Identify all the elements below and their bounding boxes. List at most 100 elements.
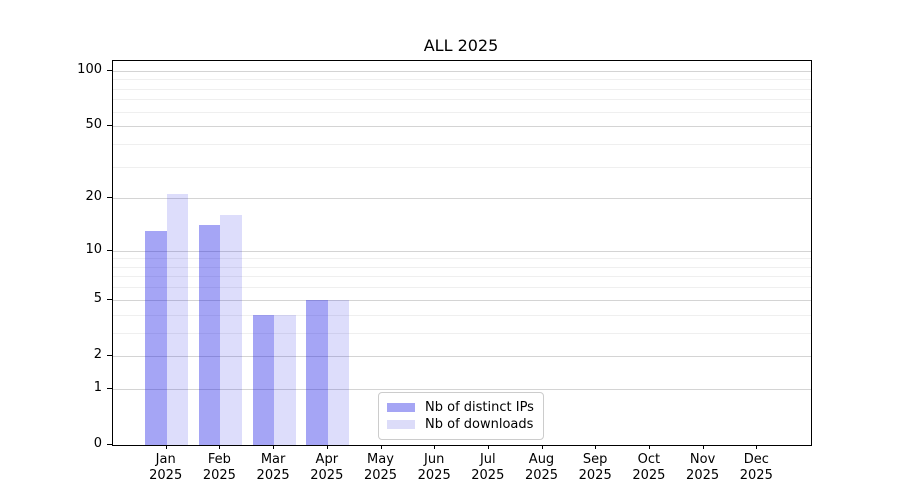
plot-area (112, 60, 812, 446)
x-tick-label-month: Feb (207, 452, 231, 467)
y-tick-label: 100 (77, 61, 102, 77)
x-tick-mark (487, 445, 489, 449)
x-tick-label-year: 2025 (524, 468, 559, 483)
y-tick-label: 10 (85, 241, 102, 257)
bar-nb-of-downloads (327, 299, 350, 445)
gridline-minor (113, 111, 811, 113)
x-tick-label-year: 2025 (310, 468, 344, 483)
gridline-major (113, 198, 811, 200)
x-tick-label-month: Aug (528, 452, 555, 467)
x-tick-label-year: 2025 (202, 468, 236, 483)
x-tick-label-year: 2025 (363, 468, 398, 483)
gridline-major (113, 70, 811, 72)
y-tick-label: 20 (85, 189, 102, 205)
bar-nb-of-distinct-ips (306, 299, 328, 445)
x-tick-label: Sep 2025 (563, 452, 627, 484)
x-tick-label-year: 2025 (471, 468, 505, 483)
x-tick-mark (756, 445, 758, 449)
legend-swatch-distinct-ips (387, 402, 415, 412)
y-tick-mark (107, 387, 112, 389)
gridline-minor (113, 332, 811, 334)
x-tick-label: Nov 2025 (671, 452, 735, 484)
x-tick-label-year: 2025 (739, 468, 773, 483)
x-tick-label: Aug 2025 (510, 452, 574, 484)
x-tick-mark (434, 445, 436, 449)
y-tick-mark (107, 298, 112, 300)
chart-title: ALL 2025 (423, 36, 499, 55)
y-tick-mark (107, 197, 112, 199)
gridline-minor (113, 276, 811, 278)
y-tick-mark (107, 354, 112, 356)
y-tick-label: 2 (93, 346, 102, 362)
legend: Nb of distinct IPs Nb of downloads (378, 392, 544, 440)
bar-nb-of-distinct-ips (198, 225, 221, 445)
y-tick-label: 50 (85, 117, 102, 133)
x-tick-label-month: Jan (155, 452, 176, 467)
x-tick-label-month: Nov (689, 452, 716, 467)
y-tick-label: 1 (93, 379, 102, 395)
bar-nb-of-downloads (274, 314, 296, 445)
gridline-minor (113, 79, 811, 81)
bar-nb-of-downloads (166, 194, 189, 445)
x-tick-label: Apr 2025 (295, 452, 359, 484)
x-tick-mark (380, 445, 382, 449)
x-tick-mark (219, 445, 221, 449)
x-tick-mark (648, 445, 650, 449)
legend-entry-downloads: Nb of downloads (387, 416, 535, 432)
x-tick-mark (595, 445, 597, 449)
legend-swatch-downloads (387, 419, 415, 429)
x-tick-label-year: 2025 (417, 468, 451, 483)
x-tick-label: Feb 2025 (187, 452, 251, 484)
x-tick-label-year: 2025 (149, 468, 183, 483)
gridline-minor (113, 143, 811, 145)
gridline-minor (113, 88, 811, 90)
x-tick-label: May 2025 (349, 452, 413, 484)
x-tick-mark (702, 445, 704, 449)
x-tick-label: Dec 2025 (724, 452, 788, 484)
gridline-minor (113, 99, 811, 101)
x-tick-label-year: 2025 (686, 468, 720, 483)
bar-nb-of-distinct-ips (145, 231, 167, 445)
x-tick-label-month: May (367, 452, 394, 467)
gridline-minor (113, 266, 811, 268)
y-tick-mark (107, 125, 112, 127)
gridline-major (113, 355, 811, 357)
x-tick-label-month: Dec (743, 452, 769, 467)
gridline-major (113, 299, 811, 301)
x-tick-label: Oct 2025 (617, 452, 681, 484)
x-tick-mark (541, 445, 543, 449)
y-tick-mark (107, 444, 112, 445)
legend-label-distinct-ips: Nb of distinct IPs (425, 399, 534, 415)
x-tick-label-year: 2025 (578, 468, 612, 483)
gridline-minor (113, 258, 811, 260)
bar-nb-of-downloads (220, 215, 242, 445)
y-tick-label: 0 (93, 436, 102, 451)
x-tick-label-year: 2025 (256, 468, 290, 483)
gridline-minor (113, 166, 811, 168)
gridline-major (113, 388, 811, 390)
gridline-major (113, 250, 811, 252)
x-tick-label-month: Jul (479, 452, 496, 467)
gridline-major (113, 126, 811, 128)
y-tick-mark (107, 249, 112, 251)
gridline-minor (113, 287, 811, 289)
x-tick-label-month: Jun (424, 452, 445, 467)
x-tick-label: Jan 2025 (134, 452, 198, 484)
x-tick-label-month: Oct (637, 452, 661, 467)
legend-entry-distinct-ips: Nb of distinct IPs (387, 399, 535, 415)
x-tick-label-month: Sep (582, 452, 608, 467)
x-tick-label: Jun 2025 (402, 452, 466, 484)
y-tick-mark (107, 69, 112, 71)
gridline-minor (113, 314, 811, 316)
legend-label-downloads: Nb of downloads (425, 416, 534, 432)
x-tick-mark (273, 445, 275, 449)
x-tick-label-month: Mar (260, 452, 286, 467)
x-tick-mark (165, 445, 167, 449)
x-tick-mark (326, 445, 328, 449)
x-tick-label: Mar 2025 (241, 452, 305, 484)
bar-nb-of-distinct-ips (252, 314, 275, 445)
y-tick-label: 5 (93, 290, 102, 306)
x-tick-label-month: Apr (315, 452, 339, 467)
x-tick-label: Jul 2025 (456, 452, 520, 484)
